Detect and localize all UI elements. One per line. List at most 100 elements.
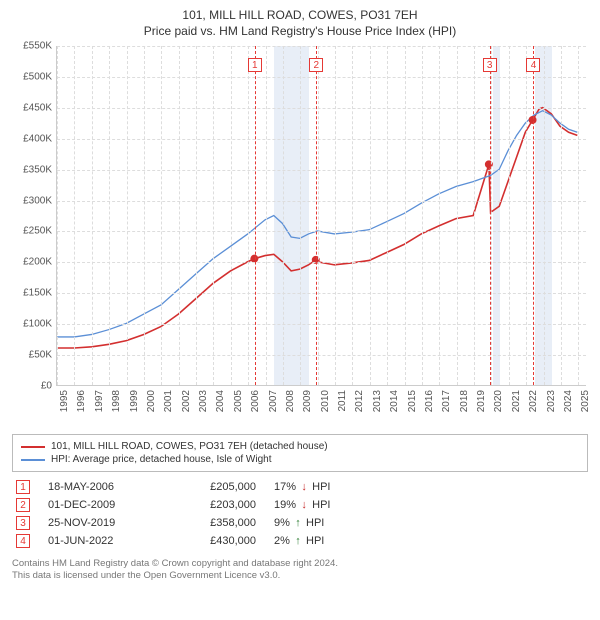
event-price: £358,000: [176, 517, 256, 529]
chart: £0£50K£100K£150K£200K£250K£300K£350K£400…: [12, 46, 588, 426]
x-tick-label: 2017: [441, 390, 452, 412]
event-number-box: 1: [16, 480, 30, 494]
grid-line-v: [74, 46, 75, 385]
grid-line-v: [127, 46, 128, 385]
grid-line-h: [57, 201, 586, 202]
arrow-down-icon: ↓: [299, 481, 309, 493]
grid-line-h: [57, 231, 586, 232]
grid-line-h: [57, 262, 586, 263]
x-tick-label: 2021: [511, 390, 522, 412]
event-diff: 9% ↑ HPI: [274, 517, 364, 529]
plot-area: 1234: [56, 46, 586, 386]
x-tick-label: 1997: [94, 390, 105, 412]
x-tick-label: 2014: [389, 390, 400, 412]
y-tick-label: £350K: [23, 164, 52, 175]
y-tick-label: £300K: [23, 195, 52, 206]
event-diff: 17% ↓ HPI: [274, 481, 364, 493]
x-tick-label: 2011: [337, 390, 348, 412]
event-date: 01-DEC-2009: [48, 499, 158, 511]
event-row: 118-MAY-2006£205,00017% ↓ HPI: [12, 480, 588, 494]
grid-line-v: [109, 46, 110, 385]
grid-line-v: [422, 46, 423, 385]
x-tick-label: 2012: [354, 390, 365, 412]
arrow-up-icon: ↑: [293, 517, 303, 529]
x-tick-label: 2003: [198, 390, 209, 412]
event-number-box: 3: [16, 516, 30, 530]
arrow-down-icon: ↓: [299, 499, 309, 511]
x-tick-label: 2025: [580, 390, 591, 412]
legend-row: 101, MILL HILL ROAD, COWES, PO31 7EH (de…: [21, 441, 579, 452]
event-diff: 19% ↓ HPI: [274, 499, 364, 511]
grid-line-h: [57, 46, 586, 47]
x-tick-label: 2015: [407, 390, 418, 412]
grid-line-v: [283, 46, 284, 385]
grid-line-v: [248, 46, 249, 385]
x-tick-label: 2010: [320, 390, 331, 412]
x-tick-label: 2001: [163, 390, 174, 412]
grid-line-h: [57, 108, 586, 109]
y-tick-label: £50K: [29, 350, 52, 361]
marker-line: [490, 46, 491, 385]
x-tick-label: 2024: [563, 390, 574, 412]
grid-line-v: [57, 46, 58, 385]
grid-line-h: [57, 324, 586, 325]
x-tick-label: 2019: [476, 390, 487, 412]
y-tick-label: £500K: [23, 71, 52, 82]
grid-line-v: [213, 46, 214, 385]
grid-line-v: [405, 46, 406, 385]
x-tick-label: 2004: [215, 390, 226, 412]
x-tick-label: 2007: [268, 390, 279, 412]
event-row: 201-DEC-2009£203,00019% ↓ HPI: [12, 498, 588, 512]
legend-label: HPI: Average price, detached house, Isle…: [51, 454, 272, 465]
marker-line: [533, 46, 534, 385]
event-price: £430,000: [176, 535, 256, 547]
legend-label: 101, MILL HILL ROAD, COWES, PO31 7EH (de…: [51, 441, 328, 452]
grid-line-v: [352, 46, 353, 385]
marker-box: 1: [248, 58, 262, 72]
x-tick-label: 2000: [146, 390, 157, 412]
grid-line-v: [92, 46, 93, 385]
grid-line-v: [144, 46, 145, 385]
marker-box: 2: [309, 58, 323, 72]
x-tick-label: 2020: [493, 390, 504, 412]
x-tick-label: 2009: [302, 390, 313, 412]
grid-line-h: [57, 77, 586, 78]
grid-line-v: [544, 46, 545, 385]
grid-line-v: [161, 46, 162, 385]
event-number-box: 4: [16, 534, 30, 548]
x-tick-label: 2013: [372, 390, 383, 412]
event-date: 01-JUN-2022: [48, 535, 158, 547]
grid-line-v: [387, 46, 388, 385]
grid-line-h: [57, 293, 586, 294]
grid-line-v: [474, 46, 475, 385]
arrow-up-icon: ↑: [293, 535, 303, 547]
grid-line-v: [335, 46, 336, 385]
x-tick-label: 2002: [181, 390, 192, 412]
y-tick-label: £250K: [23, 226, 52, 237]
event-date: 25-NOV-2019: [48, 517, 158, 529]
grid-line-v: [526, 46, 527, 385]
x-tick-label: 2005: [233, 390, 244, 412]
x-tick-label: 1995: [59, 390, 70, 412]
grid-line-v: [491, 46, 492, 385]
footer-line1: Contains HM Land Registry data © Crown c…: [12, 558, 588, 570]
grid-line-h: [57, 139, 586, 140]
grid-line-v: [457, 46, 458, 385]
y-tick-label: £400K: [23, 133, 52, 144]
x-tick-label: 1996: [76, 390, 87, 412]
grid-line-v: [179, 46, 180, 385]
marker-box: 3: [483, 58, 497, 72]
marker-line: [316, 46, 317, 385]
grid-line-v: [266, 46, 267, 385]
y-tick-label: £100K: [23, 319, 52, 330]
grid-line-v: [196, 46, 197, 385]
y-tick-label: £550K: [23, 41, 52, 52]
grid-line-h: [57, 170, 586, 171]
x-tick-label: 2006: [250, 390, 261, 412]
footer-line2: This data is licensed under the Open Gov…: [12, 570, 588, 582]
event-row: 401-JUN-2022£430,0002% ↑ HPI: [12, 534, 588, 548]
legend-swatch: [21, 459, 45, 461]
page-subtitle: Price paid vs. HM Land Registry's House …: [12, 24, 588, 38]
y-tick-label: £150K: [23, 288, 52, 299]
x-tick-label: 1999: [129, 390, 140, 412]
